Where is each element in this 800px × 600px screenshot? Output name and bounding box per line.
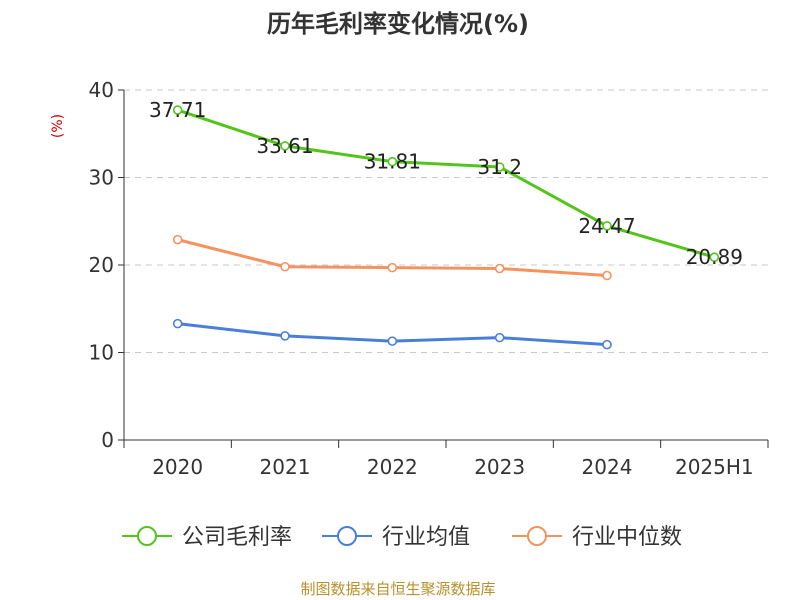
data-label: 31.81 [364,150,421,174]
data-point [387,156,398,167]
legend-label: 行业中位数 [572,525,682,550]
data-label: 31.2 [477,155,522,179]
legend-marker [337,526,357,546]
data-label: 20.89 [686,245,743,269]
data-point [387,262,398,273]
chart-title: 历年毛利率变化情况(%) [267,10,529,38]
legend-marker [137,526,157,546]
y-tick-label: 10 [89,341,114,365]
data-point [494,162,505,172]
data-point [494,332,505,343]
footer-source: 制图数据来自恒生聚源数据库 [300,580,495,598]
data-point [387,336,398,346]
x-tick-label: 2023 [474,455,525,479]
x-tick-label: 2024 [582,455,633,479]
data-point [280,141,290,151]
y-tick-label: 30 [89,166,114,190]
y-tick-label: 40 [89,78,114,102]
y-tick-label: 20 [89,253,114,277]
data-point [602,270,612,281]
data-point [494,263,505,274]
data-point [602,221,612,231]
y-tick-label: 0 [101,428,114,452]
data-point [172,234,183,245]
grid-lines [124,89,768,353]
axes: 0 10 20 30 40 2020 2021 2022 2023 2024 2025H1 [89,78,769,479]
series-layer [172,105,720,350]
data-label: 37.71 [149,98,206,122]
data-label: 33.61 [256,134,313,158]
series-line [177,108,715,259]
data-point [602,339,612,350]
legend-item[interactable]: 公司毛利率 [122,525,292,550]
legend-label: 公司毛利率 [182,525,292,550]
legend-item[interactable]: 行业中位数 [512,525,682,550]
y-axis-label: (%) [50,114,66,138]
data-point [709,252,720,263]
data-point [172,318,183,329]
x-tick-label: 2022 [367,455,418,479]
legend-label: 行业均值 [382,525,470,550]
data-point [280,331,290,341]
x-tick-label: 2021 [260,455,311,479]
data-label: 24.47 [578,214,635,238]
x-tick-label: 2020 [152,455,203,479]
data-labels: 37.71 33.61 31.81 31.2 24.47 20.89 [149,98,743,269]
data-point [280,261,290,272]
data-point [172,105,183,115]
legend-marker [527,526,547,546]
legend-item[interactable]: 行业均值 [322,525,470,550]
legend: 公司毛利率 行业均值 行业中位数 [122,525,682,550]
x-tick-label: 2025H1 [675,455,754,479]
